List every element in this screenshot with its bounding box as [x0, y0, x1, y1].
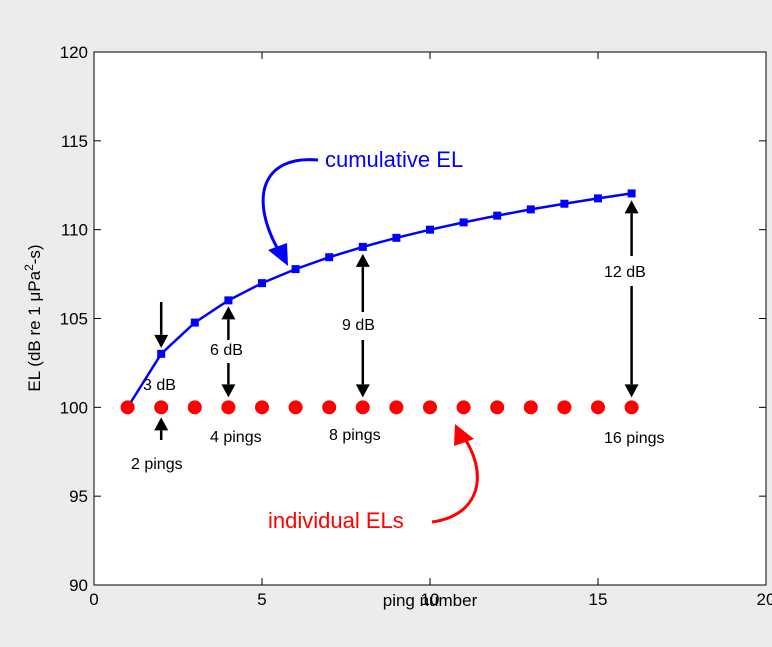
annotation-arrowhead: [355, 253, 370, 267]
annotation-arrowhead: [154, 417, 169, 431]
individual-el-point: [490, 400, 505, 415]
x-tick-label: 0: [89, 590, 98, 609]
y-tick-labels: 90 95 100 105 110 115 120: [60, 43, 88, 595]
callout-individual-label: individual ELs: [268, 508, 404, 533]
cumulative-el-point: [291, 265, 300, 274]
axis-ticks: [93, 51, 767, 586]
y-axis-label-main: EL (dB re 1 μPa: [25, 270, 44, 391]
y-axis-label: EL (dB re 1 μPa2-s): [22, 244, 44, 391]
cumulative-el-point: [224, 296, 233, 305]
callout-individual-arrow: [431, 435, 479, 524]
series-individual-els: [120, 400, 639, 415]
individual-el-point: [255, 400, 269, 415]
callout-individual: individual ELs: [268, 424, 479, 533]
y-tick-label: 120: [60, 43, 88, 62]
cumulative-el-point: [157, 349, 166, 358]
annotation-arrowhead: [624, 384, 639, 398]
callout-cumulative-label: cumulative EL: [325, 147, 463, 172]
cumulative-el-point: [325, 253, 334, 262]
individual-el-point: [591, 400, 605, 415]
cumulative-el-point: [358, 242, 367, 251]
individual-el-point: [389, 400, 404, 415]
y-axis-label-superscript: 2: [22, 264, 36, 271]
callout-individual-arrowhead: [454, 424, 474, 446]
cumulative-el-point: [426, 225, 434, 234]
annotation-arrowhead: [624, 200, 639, 214]
individual-el-point: [624, 400, 639, 415]
y-axis-label-tail: -s): [25, 244, 44, 264]
individual-el-point: [456, 400, 471, 415]
annotation-4-pings: 4 pings: [210, 429, 262, 446]
x-tick-label: 10: [421, 590, 440, 609]
cumulative-el-point: [627, 189, 636, 198]
annotation-arrowhead: [154, 334, 169, 348]
cumulative-el-line: [126, 192, 632, 408]
x-tick-label: 5: [257, 590, 266, 609]
x-tick-labels: 0 5 10 15 20: [89, 590, 772, 609]
cumulative-el-point: [526, 205, 535, 214]
individual-el-point: [423, 400, 437, 415]
annotation-arrowhead: [221, 306, 236, 320]
y-tick-label: 100: [60, 398, 88, 417]
individual-el-point: [154, 400, 169, 415]
callout-cumulative-arrow: [261, 158, 319, 254]
cumulative-el-point: [459, 218, 468, 227]
y-tick-label: 110: [61, 221, 88, 240]
individual-el-point: [322, 400, 337, 415]
cumulative-el-point: [392, 233, 401, 242]
individual-el-point: [288, 400, 303, 415]
callout-cumulative: cumulative EL: [261, 147, 463, 266]
annotation-arrowhead: [221, 384, 236, 398]
individual-el-point: [557, 400, 572, 415]
cumulative-el-point: [190, 318, 199, 327]
y-tick-label: 115: [61, 132, 88, 151]
individual-el-point: [523, 400, 538, 415]
x-tick-label: 15: [589, 590, 608, 609]
annotation-8-pings: 8 pings: [329, 427, 381, 444]
annotation-12db: 12 dB: [604, 264, 646, 281]
x-axis-label: ping number: [383, 591, 478, 610]
individual-el-point: [221, 400, 236, 415]
y-tick-label: 105: [60, 310, 88, 329]
individual-el-point: [355, 400, 370, 415]
annotation-2-pings: 2 pings: [131, 456, 183, 473]
cumulative-el-point: [560, 199, 569, 208]
individual-el-point: [120, 400, 135, 415]
cumulative-el-point: [594, 194, 602, 203]
annotation-arrows: [154, 200, 639, 440]
annotation-16-pings: 16 pings: [604, 430, 665, 447]
series-cumulative-el: [123, 189, 636, 412]
cumulative-el-point: [258, 279, 266, 288]
annotation-9db: 9 dB: [342, 317, 375, 334]
annotation-3db: 3 dB: [143, 377, 176, 394]
y-tick-label: 90: [69, 576, 88, 595]
callout-cumulative-arrowhead: [268, 243, 288, 266]
annotation-6db: 6 dB: [210, 342, 243, 359]
x-tick-label: 20: [757, 590, 772, 609]
plot-area: [93, 51, 767, 586]
individual-el-point: [187, 400, 202, 415]
y-tick-label: 95: [69, 487, 88, 506]
cumulative-el-point: [493, 211, 502, 220]
annotation-arrowhead: [355, 384, 370, 398]
